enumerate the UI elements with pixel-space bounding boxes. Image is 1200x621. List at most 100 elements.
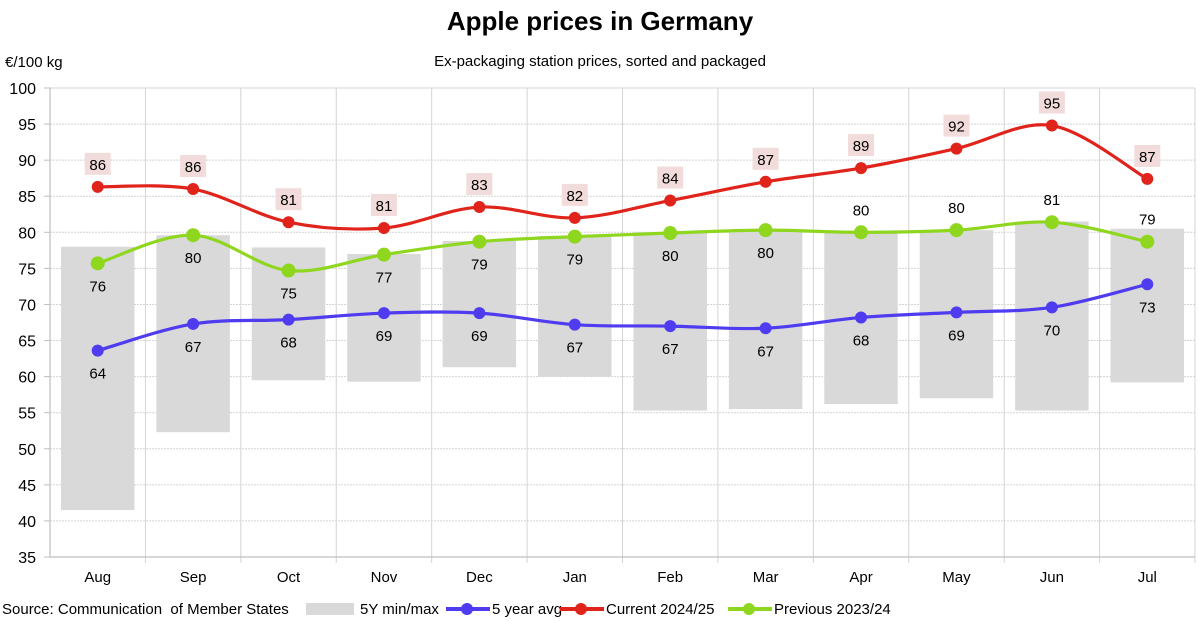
data-point <box>568 318 581 331</box>
data-label: 89 <box>853 138 870 155</box>
data-label: 68 <box>853 332 870 349</box>
legend-label: 5 year avg <box>492 600 563 618</box>
y-tick-label: 80 <box>18 225 36 242</box>
line-marker-icon <box>560 603 604 615</box>
data-point <box>282 216 295 229</box>
x-tick-label: Jun <box>1040 569 1064 586</box>
data-label-bg <box>943 114 970 137</box>
data-label: 76 <box>89 278 106 295</box>
y-tick-label: 60 <box>18 370 36 387</box>
data-label: 80 <box>185 250 202 267</box>
data-label: 81 <box>280 192 297 209</box>
data-point <box>758 223 773 238</box>
data-point <box>855 311 868 324</box>
data-point <box>1140 234 1155 249</box>
y-axis-label: €/100 kg <box>5 54 63 71</box>
chart-title: Apple prices in Germany <box>446 6 754 36</box>
data-label: 67 <box>566 340 583 357</box>
range-bar <box>538 235 612 377</box>
data-label: 80 <box>662 248 679 265</box>
x-tick-label: Jan <box>563 569 587 586</box>
range-bar <box>60 246 135 511</box>
data-point <box>1044 215 1059 230</box>
legend-item-5yr-avg: 5 year avg <box>446 599 562 619</box>
y-tick-label: 50 <box>18 442 36 459</box>
data-point <box>759 175 772 188</box>
range-bar <box>156 235 230 433</box>
data-point <box>91 344 104 357</box>
range-bars <box>60 221 1185 511</box>
y-tick-label: 65 <box>18 334 36 351</box>
data-label-bg <box>466 173 493 196</box>
x-tick-label: Nov <box>371 569 398 586</box>
data-point <box>567 229 582 244</box>
legend-label: Previous 2023/24 <box>774 600 891 618</box>
data-point <box>91 180 104 193</box>
data-label-bg <box>1134 144 1161 167</box>
data-label: 69 <box>471 328 488 345</box>
x-tick-label: May <box>942 569 971 586</box>
series-line <box>96 282 1149 353</box>
data-point <box>664 320 677 333</box>
x-tick-label: Sep <box>180 569 207 586</box>
data-point <box>950 142 963 155</box>
data-label: 80 <box>853 202 870 219</box>
data-point <box>949 223 964 238</box>
data-label: 95 <box>1044 96 1061 113</box>
legend-item-range: 5Y min/max <box>306 599 439 619</box>
y-tick-label: 90 <box>18 153 36 170</box>
data-point <box>950 306 963 319</box>
data-label: 87 <box>1139 149 1156 166</box>
data-label: 86 <box>185 159 202 176</box>
source-note: Source: Communication of Member States <box>2 599 289 619</box>
y-tick-label: 75 <box>18 261 36 278</box>
y-tick-label: 70 <box>18 297 36 314</box>
data-label: 73 <box>1139 299 1156 316</box>
data-point <box>282 313 295 326</box>
data-point <box>90 256 105 271</box>
data-point <box>568 211 581 224</box>
data-label: 67 <box>757 343 774 360</box>
data-point <box>376 247 391 262</box>
data-label: 92 <box>948 119 965 136</box>
range-bar <box>1110 228 1185 383</box>
data-label: 79 <box>471 257 488 274</box>
data-point <box>473 201 486 214</box>
data-label-bg <box>657 166 684 189</box>
data-point <box>1141 278 1154 291</box>
data-label: 83 <box>471 177 488 194</box>
line-marker-icon <box>446 603 490 615</box>
x-tick-label: Mar <box>753 569 779 586</box>
data-label-bg <box>1038 91 1065 114</box>
data-point <box>855 162 868 175</box>
legend-item-current: Current 2024/25 <box>560 599 714 619</box>
data-point <box>759 322 772 335</box>
y-tick-label: 45 <box>18 478 36 495</box>
data-label: 81 <box>1044 192 1061 209</box>
data-label: 80 <box>948 200 965 217</box>
data-label: 77 <box>376 270 393 287</box>
data-label: 70 <box>1044 322 1061 339</box>
data-point <box>187 317 200 330</box>
y-tick-label: 40 <box>18 514 36 531</box>
data-label-bg <box>848 134 875 157</box>
chart-canvas: 35 40 45 50 55 60 65 70 75 80 85 90 95 100 Aug Sep Oct No… <box>9 81 1196 586</box>
data-label: 75 <box>280 286 297 303</box>
y-tick-label: 100 <box>9 81 36 98</box>
data-label: 67 <box>185 339 202 356</box>
x-tick-label: Oct <box>277 569 301 586</box>
data-point <box>472 234 487 249</box>
legend-item-previous: Previous 2023/24 <box>728 599 891 619</box>
data-label-bg <box>370 193 397 216</box>
x-tick-label: Apr <box>849 569 872 586</box>
data-label: 69 <box>376 328 393 345</box>
data-labels: 64 67 68 69 69 67 67 67 68 69 70 73 86 86 81 81 83 82 84 87… <box>84 91 1161 383</box>
x-tick-label: Dec <box>466 569 493 586</box>
y-tick-label: 85 <box>18 189 36 206</box>
series-lines <box>90 119 1155 357</box>
data-label: 81 <box>376 198 393 215</box>
data-label: 84 <box>662 171 679 188</box>
y-tick-label: 35 <box>18 550 36 567</box>
y-tick-label: 55 <box>18 406 36 423</box>
data-label-bg <box>561 183 588 206</box>
